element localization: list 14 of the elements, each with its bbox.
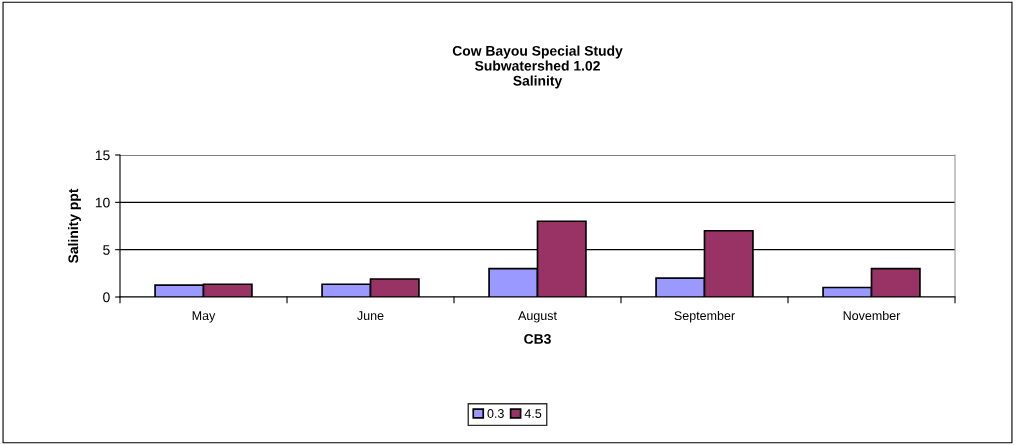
- y-tick-label: 15: [95, 150, 110, 161]
- y-tick-label: 0: [103, 292, 110, 303]
- x-tick-label: September: [674, 310, 735, 323]
- x-tick-label: August: [518, 311, 557, 323]
- x-tick-label: November: [843, 310, 901, 321]
- y-axis-title: Salinity ppt: [67, 188, 81, 264]
- x-axis-title: CB3: [524, 334, 551, 344]
- x-tick-label: May: [192, 311, 216, 323]
- chart-title: Cow Bayou Special Study Subwatershed 1.02 Salinity: [452, 45, 623, 89]
- y-tick-label: 10: [95, 197, 110, 208]
- legend-label: 4.5: [524, 409, 542, 418]
- y-tick-label: 5: [103, 245, 110, 255]
- x-tick-label: June: [357, 311, 384, 321]
- legend-label: 0.3: [487, 409, 504, 418]
